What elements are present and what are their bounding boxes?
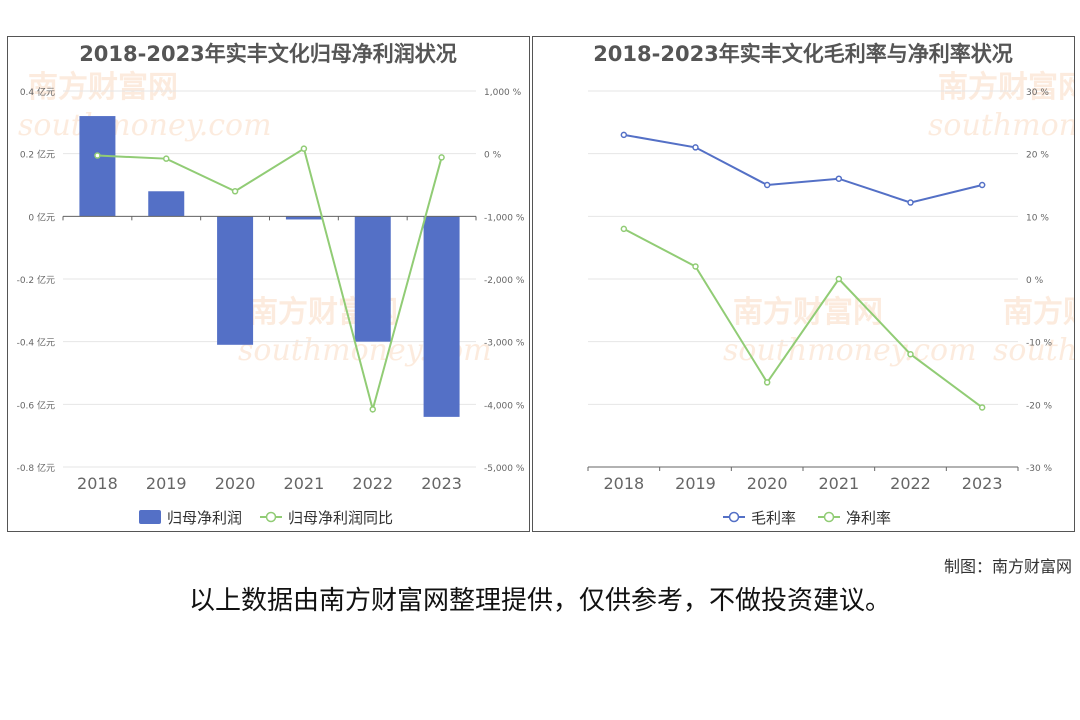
y-right-tick-label: -10 % xyxy=(1026,339,1053,349)
legend-bar-swatch xyxy=(139,510,161,524)
x-tick-label: 2023 xyxy=(962,474,1003,493)
legend-label: 归母净利润同比 xyxy=(288,509,393,527)
line-point xyxy=(835,175,843,182)
legend-line-marker xyxy=(728,511,740,523)
line-point xyxy=(835,275,843,283)
y-left-tick-label: 0 亿元 xyxy=(28,211,55,223)
disclaimer-text: 以上数据由南方财富网整理提供，仅供参考，不做投资建议。 xyxy=(188,586,891,616)
y-left-tick-label: -0.4 亿元 xyxy=(17,337,55,349)
line-point xyxy=(978,404,986,411)
y-left-tick-label: 0.2 亿元 xyxy=(20,149,55,161)
bar xyxy=(148,191,185,217)
x-tick-label: 2022 xyxy=(890,474,931,493)
bar xyxy=(423,216,460,417)
line-point xyxy=(907,199,914,206)
y-right-tick-label: -1,000 % xyxy=(484,213,525,223)
y-right-tick-label: 10 % xyxy=(1026,213,1049,223)
line-point xyxy=(692,263,699,270)
line-point xyxy=(907,350,914,358)
y-left-tick-label: 0.4 亿元 xyxy=(20,86,55,98)
bar xyxy=(79,116,116,217)
y-right-tick-label: -2,000 % xyxy=(484,276,525,286)
watermark-en-text: southmoney.com xyxy=(928,108,1074,143)
x-tick-label: 2020 xyxy=(747,474,788,493)
y-right-tick-label: -3,000 % xyxy=(484,339,525,349)
series-line xyxy=(97,147,443,414)
line-point xyxy=(620,131,628,139)
line-point xyxy=(94,152,101,159)
legend-line-marker xyxy=(823,511,835,523)
legend: 归母净利润 归母净利润同比 xyxy=(139,509,393,527)
line-point xyxy=(978,181,986,189)
y-right-tick-label: -5,000 % xyxy=(484,464,525,474)
chart-title: 2018-2023年实丰文化毛利率与净利率状况 xyxy=(593,42,1013,66)
watermark-en-text: southmoney.com xyxy=(18,108,272,143)
line-point xyxy=(438,154,445,161)
line-point xyxy=(300,145,308,152)
margin-chart: 南方财富网southmoney.com南方财富网southmoney.com南方… xyxy=(587,42,1074,527)
bar xyxy=(217,216,254,345)
y-right-tick-label: 30 % xyxy=(1026,88,1049,98)
line-point xyxy=(620,225,628,233)
net-profit-chart-panel: 南方财富网 southmoney.com 南方财富网 southmoney.com 20… xyxy=(7,36,530,532)
x-tick-label: 2019 xyxy=(675,474,716,493)
watermark-en-text: southmoney.com xyxy=(723,333,977,368)
line-point xyxy=(231,188,239,195)
line-point xyxy=(369,406,376,413)
legend: 毛利率 净利率 xyxy=(723,509,891,527)
y-left-tick-label: -0.8 亿元 xyxy=(17,462,55,474)
y-left-tick-label: -0.2 亿元 xyxy=(17,274,55,286)
x-tick-label: 2023 xyxy=(421,474,462,493)
grid-lines xyxy=(588,90,1018,468)
line-point xyxy=(692,144,699,151)
series-line xyxy=(623,133,983,204)
legend-label: 毛利率 xyxy=(751,509,796,527)
line-point xyxy=(163,155,170,162)
legend-line-marker xyxy=(265,511,277,523)
x-tick-label: 2018 xyxy=(603,474,644,493)
chart-title: 2018-2023年实丰文化归母净利润状况 xyxy=(79,42,457,66)
x-tick-label: 2019 xyxy=(146,474,187,493)
y-right-tick-label: -4,000 % xyxy=(484,401,525,411)
series-line xyxy=(623,227,983,409)
legend-label: 归母净利润 xyxy=(167,509,242,527)
bar xyxy=(285,216,322,220)
line-point xyxy=(763,379,771,386)
watermark-cn-text: 南方财富网 xyxy=(938,70,1074,105)
chart-credit: 制图：南方财富网 xyxy=(943,557,1072,576)
x-tick-label: 2022 xyxy=(352,474,393,493)
x-tick-label: 2018 xyxy=(77,474,118,493)
x-tick-label: 2020 xyxy=(215,474,256,493)
watermark-cn-text: 南方财富网 xyxy=(1003,295,1074,330)
y-right-tick-label: 0 % xyxy=(484,151,502,161)
margin-chart-panel: 南方财富网southmoney.com南方财富网southmoney.com南方… xyxy=(532,36,1075,532)
y-right-tick-label: -20 % xyxy=(1026,401,1053,411)
legend-label: 净利率 xyxy=(846,509,891,527)
y-right-tick-label: 0 % xyxy=(1026,276,1044,286)
watermark-en-text: southmoney.com xyxy=(993,333,1074,368)
y-left-tick-label: -0.6 亿元 xyxy=(17,399,55,411)
y-right-tick-label: 1,000 % xyxy=(484,88,522,98)
x-tick-label: 2021 xyxy=(818,474,859,493)
watermark-cn-text: 南方财富网 xyxy=(28,70,178,105)
watermark-layer: 南方财富网southmoney.com南方财富网southmoney.com南方… xyxy=(723,70,1074,368)
line-point xyxy=(763,181,771,189)
bar xyxy=(354,216,391,342)
y-right-tick-label: -30 % xyxy=(1026,464,1053,474)
grid-lines xyxy=(63,90,476,468)
x-tick-label: 2021 xyxy=(284,474,325,493)
y-right-tick-label: 20 % xyxy=(1026,151,1049,161)
